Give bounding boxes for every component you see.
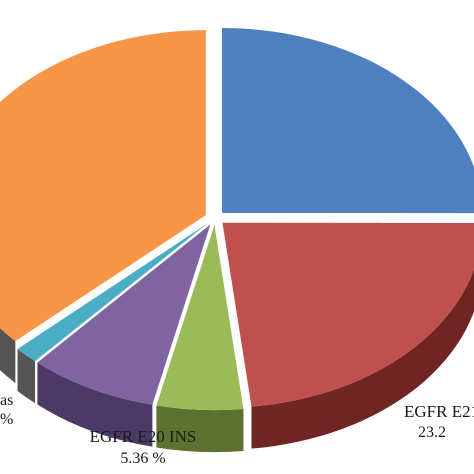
slice-value-egfr-e20-ins: 5.36 % — [120, 450, 165, 467]
slice-side-egfr-e20-ins — [156, 405, 244, 453]
slice-side-egfr-e21 — [251, 269, 474, 449]
slice-side-slice-4 — [37, 362, 153, 447]
pie-sides — [0, 269, 474, 453]
slice-label-egfr-e21: EGFR E21 — [404, 402, 474, 421]
slice-value-egfr-e21: 23.2 — [418, 424, 446, 441]
slice-label-egfr-e20-ins: EGFR E20 INS — [90, 427, 197, 446]
partial-value-left: % — [0, 411, 13, 428]
pie-slice-slice-5 — [17, 223, 209, 362]
pie-slice-slice-6 — [0, 30, 206, 342]
slice-side-slice-5 — [17, 349, 36, 404]
slice-side-slice-6 — [0, 328, 16, 384]
pie-slice-slice-4 — [37, 224, 211, 405]
pie-slice-egfr-e21 — [222, 222, 474, 407]
pie-slices — [0, 27, 474, 411]
partial-label-left: as — [0, 392, 13, 409]
pie-slice-egfr-e20-ins — [156, 225, 244, 411]
pie-slice-slice-1 — [222, 27, 474, 214]
